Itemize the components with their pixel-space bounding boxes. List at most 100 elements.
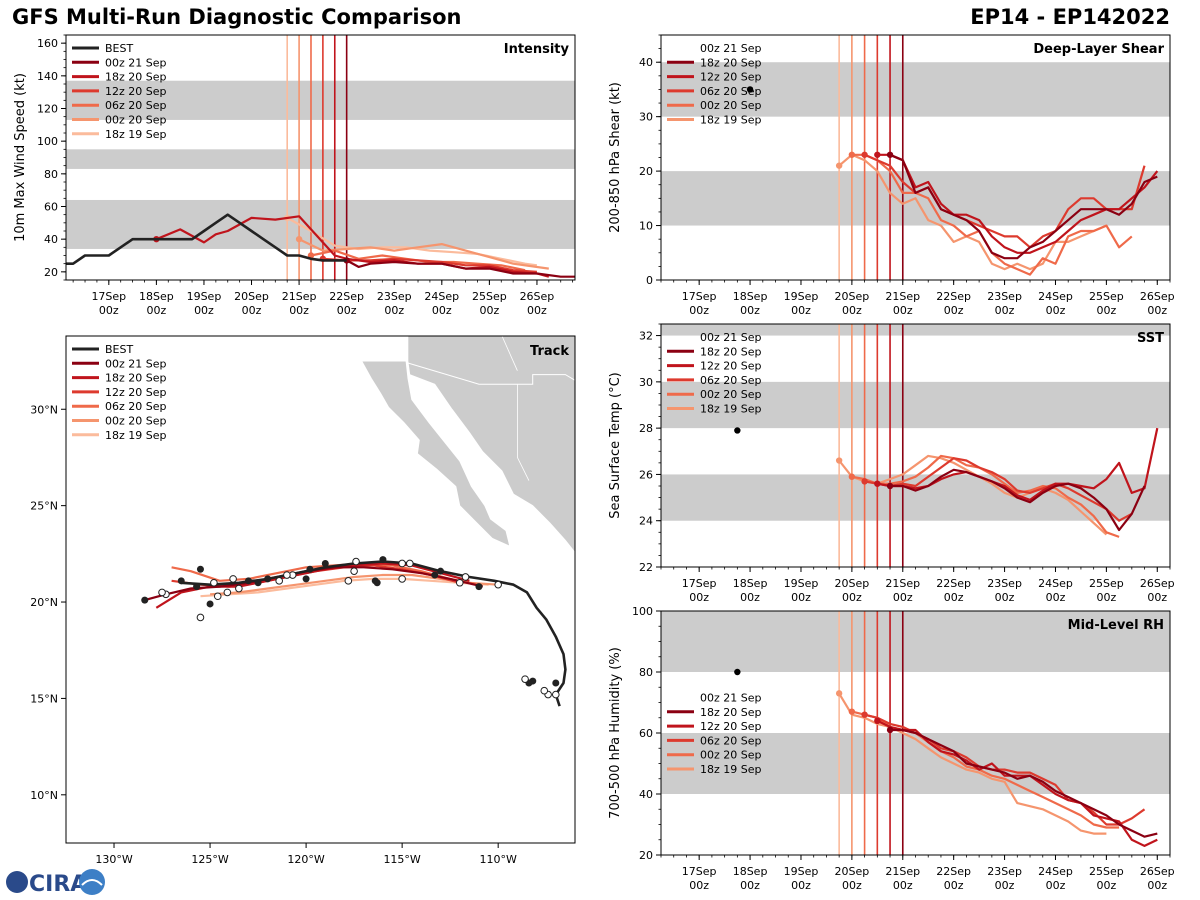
track-point-filled-5 bbox=[431, 571, 439, 579]
shear-xtick-sublabel-0: 00z bbox=[689, 304, 709, 317]
intensity-xtick-sublabel-9: 00z bbox=[527, 304, 547, 317]
rh-title: Mid-Level RH bbox=[1068, 618, 1164, 633]
legend-label-4: 00z 20 Sep bbox=[700, 749, 762, 762]
intensity-ytick-label-5: 120 bbox=[37, 103, 58, 116]
cira-logo: CIRA bbox=[6, 869, 105, 897]
shear-ytick-label-3: 30 bbox=[639, 111, 653, 124]
intensity-xtick-sublabel-6: 00z bbox=[384, 304, 404, 317]
shear-ytick-label-1: 10 bbox=[639, 220, 653, 233]
shear-xtick-sublabel-3: 00z bbox=[842, 304, 862, 317]
legend-label-1: 18z 20 Sep bbox=[700, 56, 762, 69]
intensity-ytick-label-3: 80 bbox=[44, 168, 58, 181]
track-ytick-label-4: 30°N bbox=[30, 403, 58, 416]
legend-label-4: 06z 20 Sep bbox=[105, 400, 167, 413]
legend-label-5: 18z 19 Sep bbox=[700, 763, 762, 776]
intensity-series-start-5 bbox=[295, 235, 303, 243]
shear-series-2 bbox=[877, 153, 1159, 254]
legend-label-1: 00z 21 Sep bbox=[105, 357, 167, 370]
shear-xtick-sublabel-2: 00z bbox=[791, 304, 811, 317]
track-point-open-3 bbox=[521, 675, 529, 683]
track-point-filled-4 bbox=[437, 567, 445, 575]
shear-series-start-3 bbox=[861, 151, 868, 158]
sst-xtick-sublabel-0: 00z bbox=[689, 591, 709, 604]
intensity-series-0 bbox=[66, 213, 347, 266]
sst-band-1 bbox=[661, 381, 1170, 429]
legend-label-2: 18z 20 Sep bbox=[105, 71, 167, 84]
shear-xtick-label-1: 18Sep bbox=[733, 290, 768, 303]
rh-series-1 bbox=[890, 728, 1158, 838]
shear-band-1 bbox=[661, 62, 1170, 117]
intensity-chart: 2040608010012014016017Sep00z18Sep00z19Se… bbox=[13, 34, 576, 317]
intensity-title: Intensity bbox=[504, 42, 570, 57]
track-point-open-19 bbox=[210, 578, 218, 587]
rh-xtick-sublabel-8: 00z bbox=[1096, 879, 1116, 892]
intensity-band-1 bbox=[66, 149, 575, 169]
legend-label-0: BEST bbox=[105, 42, 133, 55]
sst-ytick-label-0: 22 bbox=[639, 561, 653, 574]
intensity-series-6 bbox=[286, 216, 538, 267]
rh-ytick-label-2: 60 bbox=[639, 727, 653, 740]
track-point-open-6 bbox=[406, 559, 414, 568]
sst-xtick-sublabel-3: 00z bbox=[842, 591, 862, 604]
baja-land bbox=[361, 360, 511, 547]
rh-ytick-label-1: 40 bbox=[639, 788, 653, 801]
shear-ytick-label-4: 40 bbox=[639, 56, 653, 69]
legend-label-0: BEST bbox=[105, 343, 133, 356]
legend-label-5: 00z 20 Sep bbox=[105, 114, 167, 127]
shear-xtick-label-8: 25Sep bbox=[1089, 290, 1124, 303]
track-point-open-15 bbox=[235, 584, 243, 593]
shear-xtick-label-5: 22Sep bbox=[936, 290, 971, 303]
rh-xtick-sublabel-0: 00z bbox=[689, 879, 709, 892]
rh-band-0 bbox=[661, 733, 1170, 794]
shear-series-start-4 bbox=[848, 151, 856, 158]
intensity-xtick-sublabel-8: 00z bbox=[479, 304, 499, 317]
intensity-xtick-label-6: 23Sep bbox=[377, 290, 412, 303]
storm-id: EP14 - EP142022 bbox=[970, 5, 1170, 29]
rh-ylabel: 700-500 hPa Humidity (%) bbox=[608, 647, 623, 819]
sst-xtick-label-7: 24Sep bbox=[1038, 577, 1073, 590]
legend-label-3: 06z 20 Sep bbox=[700, 374, 762, 387]
track-point-open-9 bbox=[350, 567, 358, 575]
track-point-open-13 bbox=[283, 571, 291, 579]
legend-label-1: 18z 20 Sep bbox=[700, 345, 762, 358]
sst-xtick-sublabel-7: 00z bbox=[1046, 591, 1066, 604]
track-xtick-label-3: 115°W bbox=[383, 853, 420, 866]
legend-label-0: 00z 21 Sep bbox=[700, 42, 762, 55]
track-point-open-10 bbox=[344, 577, 353, 585]
rh-xtick-label-6: 23Sep bbox=[987, 865, 1022, 878]
sst-xtick-sublabel-1: 00z bbox=[740, 591, 760, 604]
state-line-n bbox=[501, 336, 518, 371]
legend-label-5: 18z 19 Sep bbox=[700, 114, 762, 127]
shear-chart: 01020304017Sep00z18Sep00z19Sep00z20Sep00… bbox=[608, 34, 1175, 317]
shear-xtick-label-0: 17Sep bbox=[682, 290, 717, 303]
rh-series-start-4 bbox=[848, 708, 856, 715]
track-point-open-16 bbox=[229, 575, 237, 583]
sst-xtick-label-6: 23Sep bbox=[987, 577, 1022, 590]
shear-xtick-sublabel-1: 00z bbox=[740, 304, 760, 317]
track-point-open-5 bbox=[455, 578, 464, 587]
track-map bbox=[141, 336, 575, 707]
legend-label-3: 06z 20 Sep bbox=[700, 734, 762, 747]
track-xtick-label-2: 120°W bbox=[287, 853, 324, 866]
sst-ytick-label-4: 30 bbox=[639, 376, 653, 389]
track-point-filled-0 bbox=[552, 679, 560, 687]
shear-series-start-0 bbox=[746, 86, 754, 93]
sst-ylabel: Sea Surface Temp (°C) bbox=[608, 372, 623, 519]
legend-label-6: 18z 19 Sep bbox=[105, 128, 167, 141]
rh-xtick-label-8: 25Sep bbox=[1089, 865, 1124, 878]
rh-series-5 bbox=[838, 692, 1107, 835]
shear-series-1 bbox=[889, 153, 1158, 260]
cira-logo-seal-icon bbox=[79, 869, 105, 895]
track-point-filled-10 bbox=[306, 565, 314, 573]
intensity-xtick-label-5: 22Sep bbox=[329, 290, 364, 303]
track-point-filled-9 bbox=[321, 559, 329, 567]
cira-logo-text: CIRA bbox=[29, 872, 87, 897]
intensity-band-2 bbox=[66, 80, 575, 120]
legend-label-2: 18z 20 Sep bbox=[105, 372, 167, 385]
rh-chart: 2040608010017Sep00z18Sep00z19Sep00z20Sep… bbox=[608, 605, 1175, 892]
track-point-filled-12 bbox=[264, 575, 272, 583]
intensity-xtick-label-3: 20Sep bbox=[234, 290, 269, 303]
sst-xtick-label-5: 22Sep bbox=[936, 577, 971, 590]
track-point-filled-19 bbox=[206, 600, 214, 608]
